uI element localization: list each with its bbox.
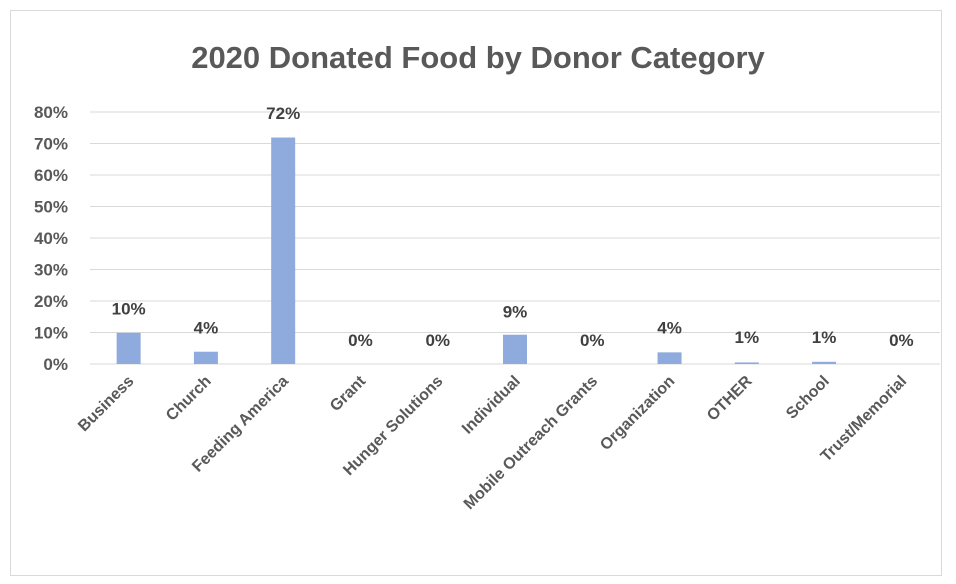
x-tick-label: Business (75, 373, 137, 435)
x-tick-label: Organization (597, 373, 678, 454)
y-tick-label: 30% (34, 261, 68, 280)
y-tick-label: 60% (34, 166, 68, 185)
data-label: 0% (580, 331, 605, 350)
y-tick-label: 80% (34, 103, 68, 122)
bar (116, 332, 141, 364)
bar (812, 361, 837, 364)
y-tick-label: 70% (34, 135, 68, 154)
data-label: 1% (735, 328, 760, 347)
x-tick-label: Grant (327, 372, 370, 415)
x-tick-label: Mobile Outreach Grants (461, 373, 601, 513)
bar (193, 351, 218, 364)
y-tick-label: 20% (34, 292, 68, 311)
bar (503, 334, 527, 364)
x-tick-label: Individual (459, 373, 524, 438)
data-label: 9% (503, 303, 528, 322)
chart-title: 2020 Donated Food by Donor Category (191, 40, 765, 75)
x-tick-label: School (783, 373, 833, 423)
data-label: 1% (812, 328, 837, 347)
x-tick-label: OTHER (704, 372, 756, 424)
data-label: 0% (425, 331, 450, 350)
x-tick-label: Church (163, 373, 215, 425)
bar (271, 137, 296, 364)
y-tick-label: 0% (43, 355, 68, 374)
bar (734, 362, 759, 364)
chart-area (10, 10, 942, 576)
data-label: 4% (657, 318, 682, 337)
y-tick-label: 40% (34, 229, 68, 248)
y-tick-label: 50% (34, 198, 68, 217)
data-label: 10% (112, 300, 146, 319)
data-label: 0% (348, 331, 373, 350)
data-label: 0% (889, 331, 914, 350)
y-tick-label: 10% (34, 324, 68, 343)
data-label: 72% (266, 104, 300, 123)
bar (657, 352, 682, 364)
x-tick-label: Trust/Memorial (818, 373, 910, 465)
data-label: 4% (194, 318, 219, 337)
